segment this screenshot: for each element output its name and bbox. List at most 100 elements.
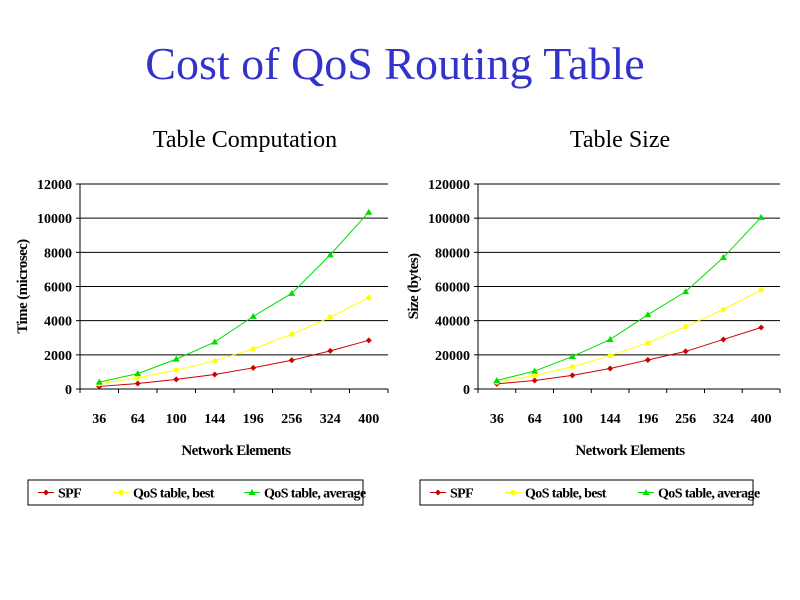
legend-label-spf: SPF (58, 487, 81, 502)
data-point-qos-best (645, 340, 651, 346)
data-point-spf (288, 357, 295, 364)
data-point-qos-average (531, 367, 539, 374)
x-tick-label: 100 (562, 412, 583, 427)
data-point-spf (644, 356, 651, 363)
x-tick-label: 324 (713, 412, 734, 427)
x-tick-label: 64 (131, 412, 145, 427)
x-tick-label: 400 (751, 412, 772, 427)
x-tick-label: 100 (166, 412, 187, 427)
x-tick-label: 144 (204, 412, 225, 427)
y-tick-label: 4000 (44, 315, 72, 330)
data-point-qos-average (719, 253, 727, 260)
y-tick-label: 8000 (44, 246, 72, 261)
data-point-spf (211, 371, 218, 378)
data-point-qos-best (758, 287, 764, 293)
y-axis-title: Size (bytes) (406, 253, 422, 319)
data-point-qos-average (644, 311, 652, 318)
data-point-qos-best (212, 358, 218, 364)
chart-table-computation: 0 2000 4000 6000 8000 10000 12000 36 64 100 144 196… (15, 178, 389, 506)
data-point-qos-best (532, 372, 538, 378)
data-point-spf (720, 336, 727, 343)
data-point-qos-best (683, 324, 689, 330)
data-point-qos-best (366, 295, 372, 301)
chart-table-size: 0 20000 40000 60000 80000 100000 120000 36 64 100… (406, 178, 781, 506)
data-point-spf (569, 372, 576, 379)
data-point-spf (134, 380, 141, 387)
x-tick-label: 36 (490, 412, 504, 427)
data-point-qos-best (135, 375, 141, 381)
y-tick-label: 100000 (428, 212, 470, 227)
legend-marker-spf (435, 489, 441, 496)
legend-label-qos-average: QoS table, average (264, 487, 366, 502)
y-tick-label: 120000 (428, 178, 470, 193)
data-point-qos-average (682, 288, 690, 295)
legend-label-qos-best: QoS table, best (133, 487, 215, 502)
series-line-qos-average (99, 211, 370, 383)
data-point-spf (682, 348, 689, 355)
y-tick-label: 2000 (44, 349, 72, 364)
series-line-spf (496, 327, 762, 385)
legend-label-spf: SPF (450, 487, 473, 502)
x-tick-label: 256 (281, 412, 302, 427)
legend-marker-qos-average (248, 489, 256, 495)
x-tick-label: 324 (320, 412, 341, 427)
data-point-qos-best (289, 331, 295, 337)
x-tick-label: 36 (92, 412, 106, 427)
chart-title-table-computation: Table Computation (152, 127, 338, 153)
x-tick-label: 144 (600, 412, 621, 427)
x-tick-label: 400 (358, 412, 379, 427)
legend-marker-qos-best (510, 489, 516, 496)
x-tick-label: 196 (637, 412, 658, 427)
y-tick-label: 0 (463, 383, 470, 398)
y-axis-title: Time (microsec) (15, 239, 31, 334)
y-tick-label: 20000 (435, 349, 470, 364)
data-point-qos-average (365, 208, 373, 215)
data-point-qos-average (757, 213, 765, 220)
data-point-qos-average (288, 289, 296, 296)
data-point-spf (607, 365, 614, 372)
data-point-qos-average (134, 370, 142, 377)
y-tick-label: 60000 (435, 281, 470, 296)
x-axis-title: Network Elements (181, 443, 291, 459)
series-line-qos-best (99, 297, 369, 385)
data-point-spf (173, 376, 180, 383)
legend-marker-qos-best (118, 489, 124, 496)
series-line-qos-best (496, 289, 762, 383)
x-axis-title: Network Elements (575, 443, 685, 459)
chart-title-table-size: Table Size (569, 127, 671, 153)
data-point-qos-average (211, 338, 219, 345)
data-point-qos-best (173, 367, 179, 373)
slide-title: Cost of QoS Routing Table (145, 38, 645, 89)
data-point-qos-average (249, 312, 257, 319)
data-point-qos-average (95, 378, 103, 385)
data-point-qos-average (493, 376, 501, 383)
legend: SPF QoS table, best QoS table, average (27, 479, 367, 506)
series-line-qos-average (496, 216, 762, 381)
legend-label-qos-best: QoS table, best (525, 487, 607, 502)
legend-box (419, 479, 754, 506)
y-tick-label: 10000 (37, 212, 72, 227)
data-point-spf (327, 347, 334, 354)
data-point-qos-best (250, 346, 256, 352)
legend-marker-qos-average (642, 489, 650, 495)
data-point-spf (365, 337, 372, 344)
data-point-qos-average (172, 355, 180, 362)
legend-box (27, 479, 364, 506)
series-line-spf (99, 339, 369, 387)
legend-marker-spf (43, 489, 49, 496)
data-point-qos-average (606, 335, 614, 342)
y-tick-label: 80000 (435, 246, 470, 261)
legend: SPF QoS table, best QoS table, average (419, 479, 761, 506)
data-point-qos-best (607, 353, 613, 359)
x-tick-label: 64 (528, 412, 542, 427)
data-point-qos-average (326, 251, 334, 258)
data-point-spf (531, 377, 538, 384)
data-point-qos-best (720, 306, 726, 313)
x-tick-label: 256 (675, 412, 696, 427)
x-tick-label: 196 (243, 412, 264, 427)
data-point-qos-best (327, 314, 333, 320)
data-point-spf (250, 364, 257, 371)
data-point-spf (758, 324, 765, 331)
y-tick-label: 40000 (435, 315, 470, 330)
